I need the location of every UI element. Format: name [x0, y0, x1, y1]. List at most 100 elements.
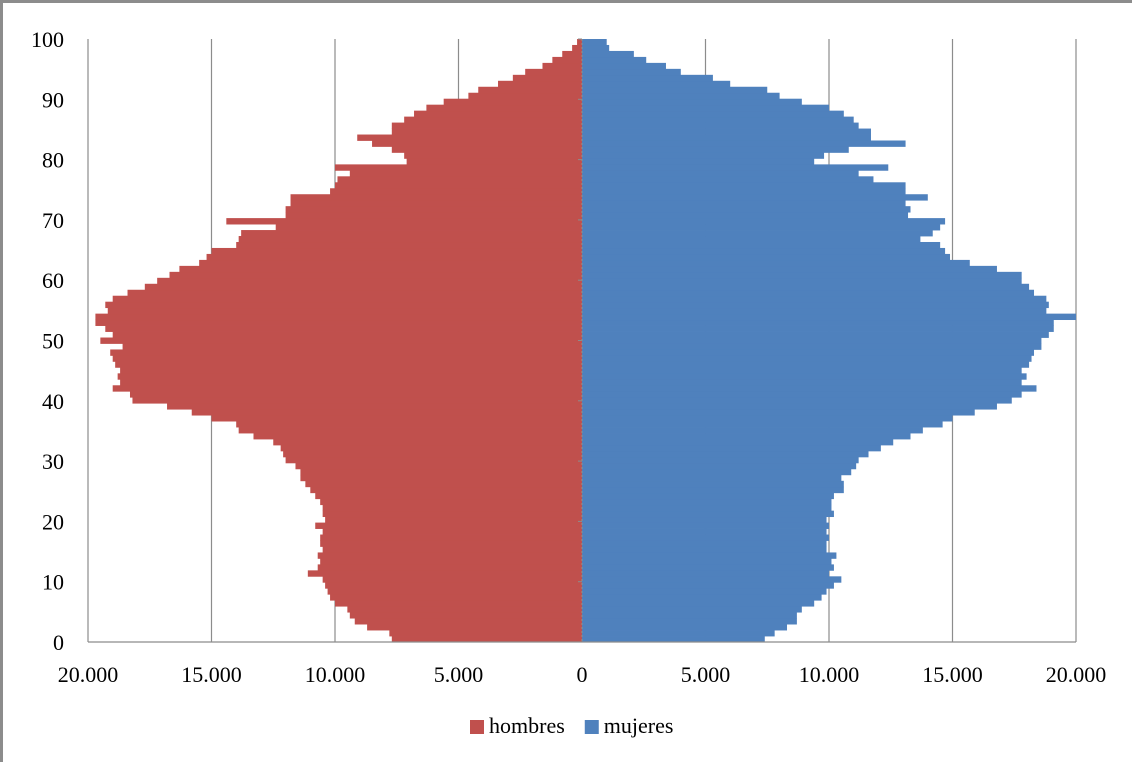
bar-hombres-age-92 — [478, 86, 582, 94]
bar-hombres-age-2 — [367, 624, 582, 631]
bar-mujeres-age-39 — [582, 403, 997, 410]
bar-hombres-age-0 — [391, 636, 582, 643]
bar-hombres-age-99 — [572, 44, 582, 52]
bar-hombres-age-62 — [179, 265, 582, 273]
bar-mujeres-age-47 — [582, 355, 1032, 362]
bar-mujeres-age-32 — [582, 444, 881, 452]
bar-hombres-age-80 — [406, 158, 582, 165]
bar-hombres-age-56 — [105, 301, 582, 309]
bar-hombres-age-96 — [542, 62, 582, 70]
bar-mujeres-age-20 — [582, 516, 827, 523]
bar-hombres-age-63 — [199, 259, 582, 267]
bar-hombres-age-86 — [391, 122, 582, 129]
bar-mujeres-age-41 — [582, 391, 1022, 398]
bar-hombres-age-74 — [290, 194, 582, 201]
legend: hombres mujeres — [470, 713, 673, 738]
bar-mujeres-age-93 — [582, 80, 731, 88]
bar-mujeres-age-52 — [582, 325, 1054, 332]
bar-mujeres-age-37 — [582, 415, 953, 422]
bar-mujeres-age-50 — [582, 337, 1042, 344]
bar-hombres-age-73 — [290, 200, 582, 207]
bar-hombres-age-71 — [285, 212, 582, 219]
bar-mujeres-age-81 — [582, 152, 825, 159]
y-tick-label: 100 — [31, 27, 64, 52]
bar-hombres-age-89 — [426, 104, 582, 112]
bar-mujeres-age-3 — [582, 618, 797, 625]
bar-hombres-age-87 — [404, 116, 582, 123]
bar-hombres-age-42 — [112, 385, 582, 392]
bar-hombres-age-16 — [320, 540, 582, 547]
bar-hombres-age-26 — [305, 480, 582, 488]
bar-mujeres-age-58 — [582, 289, 1035, 297]
bar-mujeres-age-99 — [582, 44, 610, 52]
bar-mujeres-age-46 — [582, 361, 1030, 368]
bar-hombres-age-54 — [95, 313, 582, 321]
bar-hombres-age-20 — [325, 516, 582, 523]
bar-hombres-age-28 — [300, 468, 582, 476]
bar-hombres-age-13 — [320, 558, 582, 565]
bar-hombres-age-93 — [498, 80, 582, 88]
bar-hombres-age-47 — [112, 355, 582, 362]
bar-mujeres-age-2 — [582, 624, 788, 631]
bar-mujeres-age-31 — [582, 450, 869, 458]
bar-hombres-age-38 — [191, 409, 583, 416]
bar-mujeres-age-65 — [582, 247, 946, 255]
bar-hombres-age-18 — [322, 528, 582, 535]
x-tick-label: 10.000 — [305, 662, 366, 687]
bar-hombres-age-51 — [112, 331, 582, 338]
bar-mujeres-age-15 — [582, 546, 827, 553]
x-tick-label: 15.000 — [181, 662, 242, 687]
bar-mujeres-age-11 — [582, 570, 829, 577]
bar-mujeres-age-96 — [582, 62, 666, 70]
y-tick-label: 60 — [42, 268, 64, 293]
bar-hombres-age-31 — [283, 450, 582, 458]
bar-hombres-age-98 — [562, 50, 582, 58]
legend-label-hombres: hombres — [489, 713, 565, 738]
bar-hombres-age-10 — [322, 576, 582, 583]
bar-hombres-age-7 — [330, 594, 582, 601]
bar-hombres-age-67 — [238, 236, 583, 243]
bar-hombres-age-41 — [129, 391, 583, 398]
bar-hombres-age-57 — [112, 295, 582, 303]
bar-mujeres-age-70 — [582, 218, 946, 225]
bar-mujeres-age-1 — [582, 630, 775, 637]
legend-swatch-hombres — [470, 720, 484, 734]
bar-hombres-age-27 — [300, 474, 582, 482]
bar-mujeres-age-71 — [582, 212, 909, 219]
bar-hombres-age-29 — [295, 462, 582, 470]
bar-mujeres-age-44 — [582, 373, 1027, 380]
bar-mujeres-age-56 — [582, 301, 1049, 309]
bar-mujeres-age-69 — [582, 224, 941, 231]
bar-mujeres-age-38 — [582, 409, 975, 416]
bar-mujeres-age-17 — [582, 534, 829, 541]
bar-mujeres-age-43 — [582, 379, 1022, 386]
bar-hombres-age-95 — [525, 68, 582, 76]
bar-mujeres-age-73 — [582, 200, 906, 207]
bar-mujeres-age-87 — [582, 116, 854, 123]
y-tick-label: 10 — [42, 570, 64, 595]
bar-mujeres-age-98 — [582, 50, 634, 58]
y-tick-label: 0 — [53, 630, 64, 655]
bar-hombres-age-82 — [391, 146, 582, 153]
legend-swatch-mujeres — [584, 720, 599, 734]
bar-mujeres-age-82 — [582, 146, 849, 153]
bar-hombres-age-23 — [320, 498, 582, 506]
legend-label-mujeres: mujeres — [604, 713, 674, 738]
bar-hombres-age-19 — [315, 522, 582, 529]
bar-hombres-age-78 — [349, 170, 582, 177]
bar-hombres-age-76 — [335, 182, 582, 189]
x-tick-label: 10.000 — [799, 662, 860, 687]
bar-mujeres-age-25 — [582, 486, 844, 494]
bar-hombres-age-37 — [211, 415, 582, 422]
bar-hombres-age-53 — [95, 319, 582, 326]
bar-hombres-age-11 — [307, 570, 582, 577]
y-tick-label: 70 — [42, 208, 64, 233]
y-tick-label: 40 — [42, 389, 64, 414]
bar-hombres-age-52 — [105, 325, 582, 332]
bar-hombres-age-79 — [335, 164, 582, 171]
bar-mujeres-age-51 — [582, 331, 1049, 338]
bar-mujeres-age-22 — [582, 504, 832, 512]
bar-hombres-age-65 — [211, 247, 582, 255]
bar-hombres-age-30 — [285, 456, 582, 464]
bar-mujeres-age-91 — [582, 92, 780, 100]
